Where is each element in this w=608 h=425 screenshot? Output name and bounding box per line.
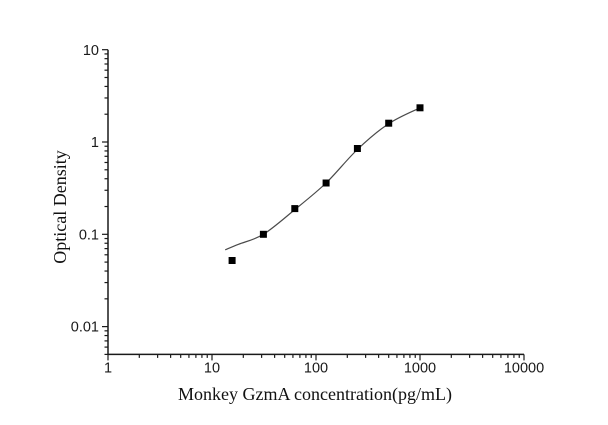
x-tick-label: 100 (304, 360, 328, 376)
data-point-marker (259, 230, 267, 238)
data-layer (224, 104, 424, 264)
data-point-marker (385, 119, 393, 127)
axes-layer: 1 10 100 1000 10000 10 1 0.1 0.01 (71, 43, 544, 377)
y-tick-label: 1 (91, 135, 99, 151)
x-tick-label: 1000 (404, 360, 436, 376)
x-tick-label: 1 (104, 360, 112, 376)
x-tick-label: 10 (204, 360, 220, 376)
data-point-marker (353, 145, 361, 152)
y-tick-label: 0.01 (71, 320, 99, 336)
data-point-marker (291, 205, 299, 213)
y-tick-label: 10 (83, 43, 99, 59)
y-tick-label: 0.1 (79, 227, 99, 243)
x-tick-label: 10000 (504, 360, 544, 376)
x-axis-title: Monkey GzmA concentration(pg/mL) (178, 384, 452, 405)
data-point-marker (322, 179, 330, 187)
fit-curve-line (224, 107, 421, 251)
data-point-marker (416, 104, 424, 112)
data-point-marker (228, 257, 236, 264)
y-axis-title: Optical Density (50, 150, 70, 263)
